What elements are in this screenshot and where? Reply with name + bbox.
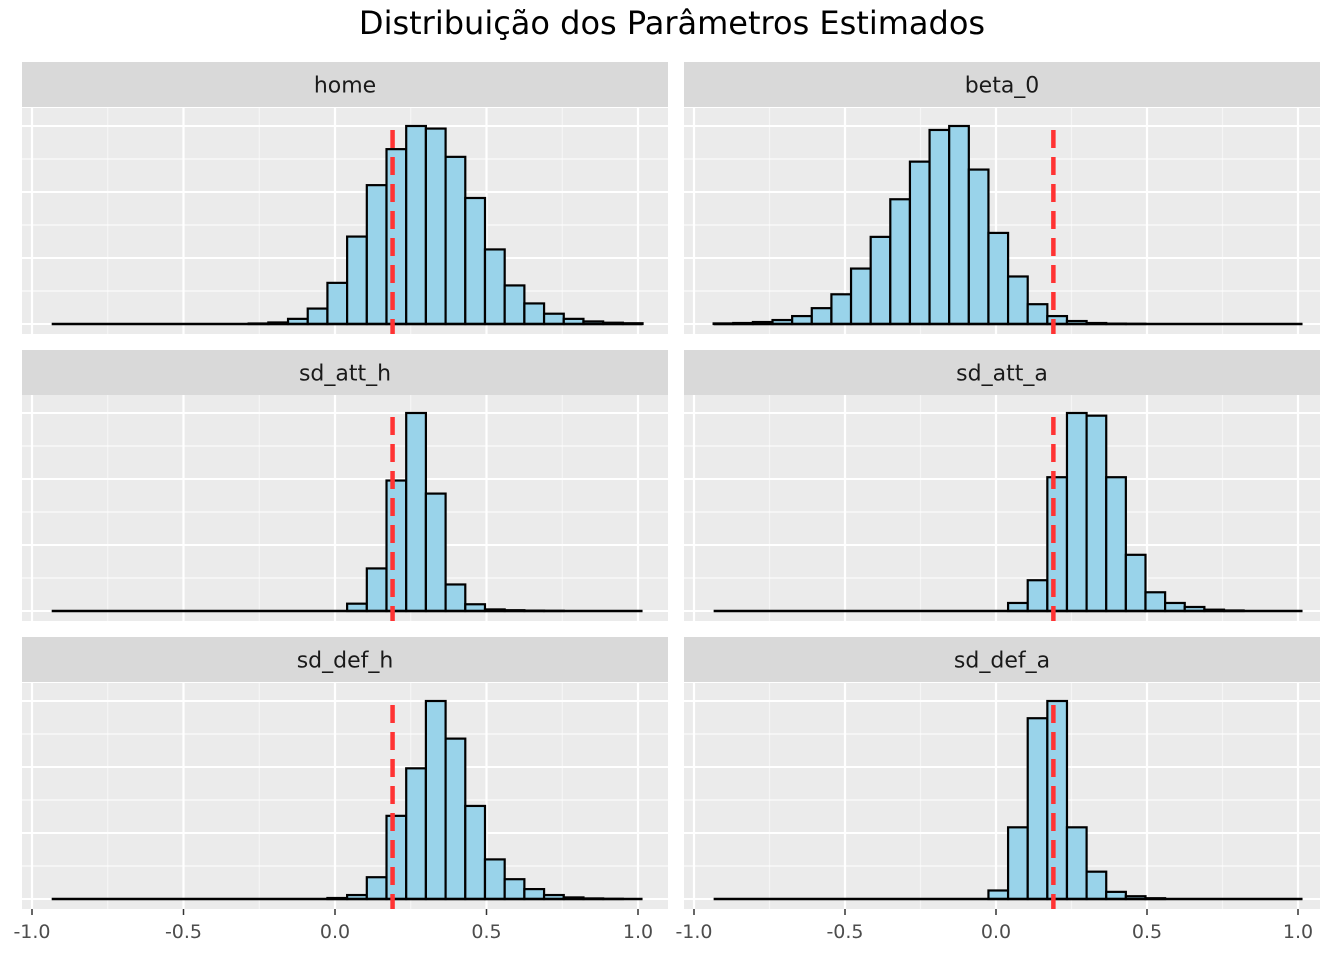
strip-label: sd_def_a (954, 649, 1050, 674)
x-tick-label: 0.5 (1132, 921, 1162, 943)
histogram-bar (908, 160, 931, 326)
histogram-bar (869, 235, 892, 326)
histogram-bar (1065, 411, 1088, 613)
histogram-bar (385, 814, 408, 901)
chart-title: Distribuição dos Parâmetros Estimados (358, 4, 986, 42)
histogram-bar (967, 168, 990, 326)
panel-sd_att_a: sd_att_a (684, 350, 1320, 621)
histogram-bar (444, 155, 467, 326)
histogram-bar (987, 889, 1010, 901)
histogram-bar (1105, 476, 1127, 613)
panel-beta_0: beta_0 (684, 62, 1320, 334)
histogram-bar (810, 307, 833, 326)
histogram-bar (405, 411, 427, 613)
strip-label: sd_att_a (956, 362, 1048, 387)
histogram-bar (464, 196, 487, 326)
histogram-bar (365, 567, 388, 613)
histogram-bar (444, 583, 467, 613)
histogram-bar (542, 312, 565, 326)
histogram-bar (1065, 826, 1088, 901)
x-tick-label: -1.0 (675, 921, 712, 943)
histogram-bar (503, 284, 526, 326)
histogram-bar (326, 281, 349, 326)
histogram-bar (948, 124, 970, 326)
x-tick-label: 1.0 (623, 921, 653, 943)
strip-background (684, 62, 1320, 107)
histogram-bar (1085, 414, 1108, 613)
histogram-bar (444, 737, 467, 901)
histogram-bar (483, 248, 506, 326)
histogram-bar (1026, 303, 1049, 326)
panel-home: home (22, 62, 668, 334)
histogram-bar (1085, 870, 1108, 901)
strip-label: beta_0 (965, 74, 1040, 99)
strip-label: home (314, 74, 376, 99)
strip-background (684, 350, 1320, 395)
histogram-bar (1006, 275, 1029, 326)
x-tick-label: -1.0 (13, 921, 50, 943)
histogram-bar (483, 858, 506, 901)
histogram-bar (365, 876, 388, 901)
histogram-bar (987, 231, 1010, 326)
x-tick-label: 1.0 (1283, 921, 1313, 943)
histogram-bar (424, 699, 447, 901)
strip-background (22, 350, 668, 395)
histogram-bar (405, 124, 427, 326)
histogram-bar (405, 767, 427, 901)
histogram-bar (889, 198, 912, 326)
panel-background (22, 683, 668, 909)
histogram-bar (365, 184, 388, 326)
x-tick-label: 0.0 (981, 921, 1011, 943)
x-tick-label: -0.5 (165, 921, 202, 943)
histogram-bar (830, 293, 853, 326)
strip-background (684, 637, 1320, 682)
histogram-bar (1046, 699, 1069, 901)
panel-background (684, 683, 1320, 909)
histogram-bar (523, 302, 546, 326)
histogram-bar (503, 878, 526, 901)
histogram-bar (1124, 553, 1147, 613)
panel-sd_def_a: sd_def_a -1.0 -0.5 0.0 0.5 1.0 (675, 637, 1320, 943)
x-tick-label: 0.0 (320, 921, 350, 943)
strip-background (22, 637, 668, 682)
histogram-bar (1026, 717, 1049, 901)
histogram-bar (1026, 579, 1049, 613)
histogram-bar (849, 267, 872, 326)
histogram-bar (523, 887, 546, 901)
histogram-bar (306, 307, 329, 326)
histogram-bar (1006, 826, 1029, 901)
histogram-bar (385, 148, 408, 326)
histogram-bar (385, 479, 408, 613)
panel-background (22, 395, 668, 621)
histogram-bar (346, 235, 368, 326)
x-tick-label: -0.5 (826, 921, 863, 943)
histogram-bar (424, 492, 447, 613)
histogram-bar (1046, 476, 1069, 613)
x-tick-label: 0.5 (471, 921, 501, 943)
histogram-bar (1164, 601, 1186, 613)
histogram-bar (424, 127, 447, 326)
panel-sd_def_h: sd_def_h -1.0 -0.5 0.0 0.5 1.0 (13, 637, 668, 943)
histogram-bar (1006, 601, 1029, 613)
strip-label: sd_def_h (297, 649, 394, 674)
histogram-bar (464, 804, 487, 901)
histogram-bar (928, 128, 951, 326)
histogram-bar (1144, 591, 1167, 613)
panel-background (684, 395, 1320, 621)
strip-background (22, 62, 668, 107)
panel-sd_att_h: sd_att_h (22, 350, 668, 621)
strip-label: sd_att_h (299, 362, 391, 387)
